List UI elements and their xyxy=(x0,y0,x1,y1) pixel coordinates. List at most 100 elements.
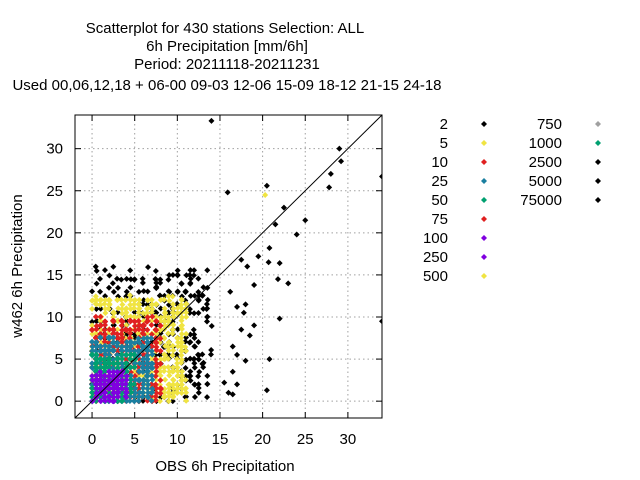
data-point xyxy=(131,398,138,405)
data-point xyxy=(109,347,116,354)
data-point xyxy=(110,310,117,317)
data-point xyxy=(170,321,177,328)
legend-label: 750 xyxy=(537,116,562,133)
data-point xyxy=(178,330,185,337)
data-point xyxy=(144,305,151,312)
data-point xyxy=(165,355,172,362)
x-tick-label: 15 xyxy=(212,431,229,448)
data-point xyxy=(109,280,116,287)
data-point xyxy=(123,317,130,324)
data-point xyxy=(145,389,152,396)
data-point xyxy=(170,377,177,384)
data-point xyxy=(179,368,186,375)
data-point xyxy=(105,359,112,366)
data-point xyxy=(89,343,96,350)
data-point xyxy=(110,326,117,333)
data-point xyxy=(238,256,245,263)
data-point xyxy=(110,369,117,376)
data-point xyxy=(229,343,236,350)
data-point xyxy=(93,359,100,366)
data-point xyxy=(93,368,100,375)
data-point xyxy=(174,267,181,274)
data-point xyxy=(101,381,108,388)
data-point xyxy=(110,381,117,388)
data-point xyxy=(195,373,202,380)
data-point xyxy=(123,288,130,295)
data-point xyxy=(97,297,104,304)
data-point xyxy=(131,301,138,308)
data-point xyxy=(131,276,138,283)
data-point xyxy=(140,323,147,330)
data-point xyxy=(169,398,176,405)
data-point xyxy=(97,385,104,392)
title-line-1: Scatterplot for 430 stations Selection: … xyxy=(86,20,365,37)
data-point xyxy=(135,343,142,350)
data-point xyxy=(326,184,333,191)
data-point xyxy=(165,330,172,337)
data-point xyxy=(144,310,151,317)
data-point xyxy=(156,339,163,346)
data-point xyxy=(127,381,134,388)
y-tick-label: 10 xyxy=(46,309,63,326)
legend-label: 2500 xyxy=(529,154,562,171)
data-point xyxy=(135,385,142,392)
data-point xyxy=(182,364,189,371)
data-point xyxy=(89,288,96,295)
data-point xyxy=(131,360,138,367)
data-point xyxy=(187,331,194,338)
data-point xyxy=(174,372,181,379)
data-point xyxy=(157,356,164,363)
data-point xyxy=(114,330,121,337)
data-point xyxy=(251,282,258,289)
data-point xyxy=(178,301,185,308)
data-point xyxy=(132,376,139,383)
data-point xyxy=(123,322,130,329)
data-point xyxy=(157,322,164,329)
data-point xyxy=(97,301,104,308)
data-point xyxy=(244,263,251,270)
data-point xyxy=(160,394,167,401)
legend-label: 75 xyxy=(431,211,448,228)
data-point xyxy=(140,355,147,362)
data-point xyxy=(136,360,143,367)
data-point xyxy=(242,301,249,308)
data-point xyxy=(97,322,104,329)
data-point xyxy=(191,364,198,371)
data-point xyxy=(135,335,142,342)
data-point xyxy=(191,310,198,317)
data-point xyxy=(238,326,245,333)
data-point xyxy=(92,398,99,405)
data-point xyxy=(195,356,202,363)
data-point xyxy=(93,280,100,287)
data-point xyxy=(156,292,163,299)
data-point xyxy=(200,305,207,312)
data-point xyxy=(144,334,151,341)
data-point xyxy=(126,326,133,333)
data-point xyxy=(93,306,100,313)
data-point xyxy=(114,360,121,367)
legend-label: 100 xyxy=(423,230,448,247)
data-point xyxy=(140,310,147,317)
chart-title: Scatterplot for 430 stations Selection: … xyxy=(12,20,441,94)
data-point xyxy=(191,381,198,388)
data-point xyxy=(157,314,164,321)
data-point xyxy=(92,263,99,270)
data-point xyxy=(144,318,151,325)
data-point xyxy=(152,331,159,338)
data-point xyxy=(139,397,146,404)
data-point xyxy=(183,314,190,321)
data-point xyxy=(140,376,147,383)
data-point xyxy=(182,288,189,295)
data-point xyxy=(152,276,159,283)
data-point xyxy=(263,182,270,189)
data-point xyxy=(127,393,134,400)
data-point xyxy=(102,293,109,300)
data-point xyxy=(148,317,155,324)
data-point xyxy=(152,301,159,308)
data-point xyxy=(204,314,211,321)
data-point xyxy=(481,216,487,222)
data-point xyxy=(178,377,185,384)
data-point xyxy=(166,272,173,279)
data-point xyxy=(170,364,177,371)
data-point xyxy=(122,381,129,388)
